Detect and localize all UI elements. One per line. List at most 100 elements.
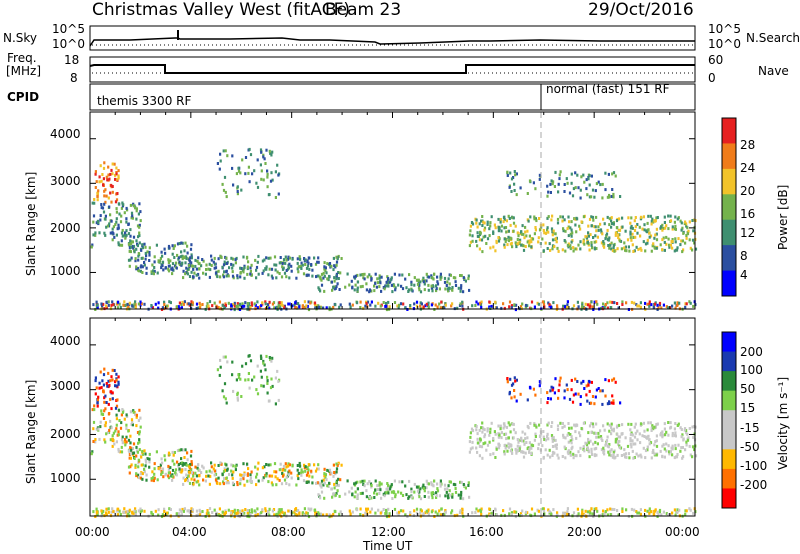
velocity-cell — [195, 474, 198, 478]
velocity-cell — [590, 421, 593, 425]
power-cell — [588, 183, 591, 187]
velocity-cell — [253, 375, 256, 379]
power-cell — [616, 302, 619, 305]
velocity-cell — [521, 430, 524, 434]
velocity-cell — [490, 511, 493, 515]
velocity-cell — [273, 462, 277, 466]
power-cell — [269, 151, 272, 155]
velocity-cell — [660, 433, 663, 437]
power-cell — [153, 269, 156, 273]
power-cell — [128, 303, 131, 307]
power-cell — [117, 202, 120, 206]
velocity-cell — [116, 513, 119, 517]
velocity-cell — [332, 463, 335, 467]
velocity-cell — [275, 512, 278, 516]
power-cell — [621, 225, 624, 229]
velocity-cell — [417, 488, 420, 492]
power-cell — [213, 256, 216, 260]
velocity-cell — [425, 479, 428, 483]
velocity-cell — [163, 507, 166, 511]
velocity-cell — [621, 423, 624, 427]
power-cell — [271, 178, 274, 182]
velocity-cell — [109, 379, 112, 383]
power-cell — [167, 269, 171, 273]
velocity-cell — [137, 509, 140, 513]
power-cell — [646, 241, 649, 245]
power-cell — [356, 273, 359, 277]
power-cell — [256, 158, 259, 162]
velocity-cell — [103, 438, 106, 442]
velocity-cell — [338, 512, 341, 516]
power-cell — [249, 306, 252, 309]
velocity-cell — [530, 452, 533, 455]
power-cell — [629, 226, 632, 230]
power-cell — [226, 262, 229, 265]
velocity-cell — [416, 485, 419, 489]
velocity-cell — [349, 512, 352, 516]
velocity-cell — [661, 430, 664, 434]
power-cell — [589, 304, 592, 308]
velocity-cell — [224, 511, 227, 514]
velocity-cell — [133, 509, 136, 513]
power-cell — [307, 308, 311, 312]
power-cell — [137, 235, 140, 239]
power-cell — [436, 280, 439, 284]
power-cell — [173, 256, 176, 259]
power-cell — [369, 289, 372, 292]
power-colorbar-band — [722, 118, 736, 144]
velocity-cell — [614, 438, 617, 442]
power-cell — [671, 304, 674, 308]
velocity-cell — [296, 464, 299, 467]
velocity-cell — [419, 487, 422, 491]
freq-unit-label: [MHz] — [6, 64, 42, 78]
power-cell — [197, 256, 200, 260]
velocity-cell — [528, 448, 531, 451]
velocity-cell — [476, 450, 479, 454]
power-cell — [597, 228, 600, 232]
power-cell — [107, 196, 110, 200]
power-cell — [183, 300, 186, 304]
velocity-cell — [119, 426, 123, 430]
velocity-cell — [492, 452, 495, 456]
power-cell — [278, 301, 281, 305]
velocity-cell — [132, 451, 136, 455]
power-cell — [268, 149, 271, 153]
velocity-cell — [190, 507, 193, 511]
velocity-cell — [410, 487, 413, 491]
velocity-cell — [287, 462, 290, 466]
power-cell — [447, 289, 450, 293]
power-cell — [167, 258, 170, 262]
power-cell — [551, 233, 554, 237]
velocity-cell — [534, 432, 537, 436]
power-cell — [141, 243, 144, 247]
velocity-cell — [112, 509, 115, 513]
power-cell — [534, 228, 537, 232]
velocity-cell — [489, 427, 492, 431]
velocity-cell — [648, 507, 651, 511]
velocity-cell — [150, 510, 153, 514]
power-cell — [316, 274, 319, 278]
power-cell — [144, 245, 147, 249]
velocity-cell — [665, 449, 668, 453]
velocity-cell — [653, 509, 657, 513]
velocity-cell — [495, 513, 498, 517]
power-cell — [644, 249, 647, 253]
velocity-cell — [519, 512, 523, 516]
power-cell — [322, 276, 325, 280]
velocity-cell — [580, 427, 583, 430]
velocity-cell — [500, 436, 503, 440]
power-cell — [222, 275, 225, 279]
power-cell — [688, 300, 691, 304]
velocity-cell — [299, 464, 302, 468]
velocity-cell — [571, 438, 574, 442]
power-cell — [551, 238, 555, 242]
power-cell — [242, 270, 245, 274]
velocity-cell — [457, 493, 460, 497]
power-cell — [210, 254, 213, 258]
power-cell — [663, 215, 666, 219]
velocity-cell — [156, 478, 159, 482]
power-cell — [111, 172, 114, 176]
power-cell — [244, 156, 248, 159]
velocity-cell — [183, 462, 186, 466]
power-cell — [363, 277, 366, 281]
